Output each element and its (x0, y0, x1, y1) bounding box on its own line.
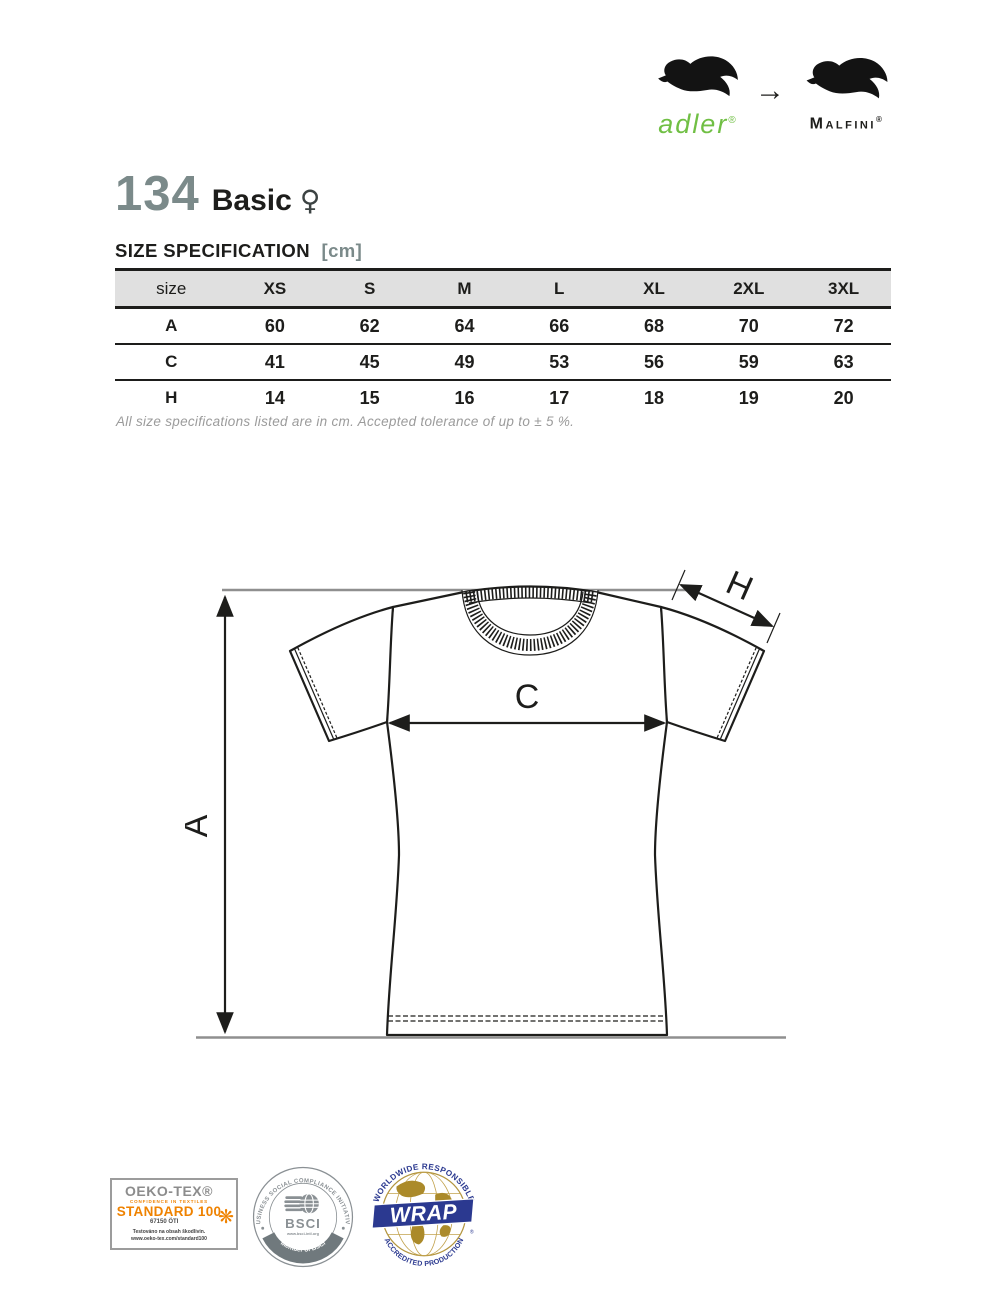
col-header-2xl: 2XL (733, 278, 765, 298)
cell-h-3xl: 20 (833, 387, 854, 408)
bsci-name: BSCI (285, 1216, 321, 1231)
adler-bird-icon (658, 56, 738, 97)
dimension-label-c: C (515, 678, 540, 716)
wrap-banner (371, 1198, 475, 1229)
col-header-s: S (364, 278, 376, 298)
cell-h-xs: 14 (264, 387, 285, 408)
bsci-dot-right (341, 1226, 345, 1230)
cell-c-2xl: 59 (738, 351, 759, 372)
h-extension-line-start (671, 569, 686, 601)
collar-back-top-outline (461, 585, 599, 593)
row-label-c: C (165, 352, 178, 371)
col-header-xl: XL (643, 278, 665, 298)
adler-registered-mark: ® (728, 115, 738, 126)
dimension-label-h: H (721, 564, 759, 609)
dimension-label-a: A (185, 814, 215, 837)
adler-wordmark: adler® (645, 108, 751, 139)
heading-unit: [cm] (321, 240, 363, 261)
size-table: size XS S M L XL 2XL 3XL A 60 62 64 66 6… (115, 268, 891, 415)
right-sleeve-stitch-line (719, 648, 760, 740)
oeko-tex-url: www.oeko-tex.com/standard100 (131, 1236, 207, 1242)
female-gender-icon: ♀ (299, 184, 321, 217)
table-row-h: H 14 15 16 17 18 19 20 (115, 380, 891, 415)
cell-a-3xl: 72 (833, 315, 854, 336)
cell-c-l: 53 (549, 351, 570, 372)
cell-a-xs: 60 (264, 315, 285, 336)
certification-logos: OEKO-TEX® CONFIDENCE IN TEXTILES STANDAR… (110, 1158, 540, 1283)
row-label-h: H (165, 388, 178, 407)
cell-c-m: 49 (454, 351, 475, 372)
malfini-logo: Malfini® (788, 54, 906, 134)
wrap-name: WRAP (389, 1200, 458, 1228)
bsci-url: www.bsci-intl.org (286, 1231, 320, 1236)
oeko-tex-subtitle: CONFIDENCE IN TEXTILES (129, 1199, 209, 1204)
oeko-tex-standard: STANDARD 100 (116, 1204, 222, 1219)
left-sleeve-stitch-line (294, 648, 335, 740)
h-extension-line-end (766, 612, 781, 644)
cell-c-3xl: 63 (833, 351, 854, 372)
bsci-hand-globe-icon (284, 1193, 319, 1214)
oeko-tex-tested-text: Testováno na obsah škodlivin. (132, 1229, 206, 1235)
bsci-dot-left (261, 1226, 265, 1230)
cell-h-m: 16 (454, 387, 475, 408)
tshirt-measurement-diagram: A C H (185, 564, 786, 1039)
left-sleeve-outline (288, 605, 395, 743)
row-label-a: A (165, 316, 178, 335)
oeko-tex-flower-icon: ❋ (218, 1206, 234, 1228)
collar-inner-fill (477, 592, 583, 634)
col-header-size: size (156, 278, 187, 298)
cell-h-l: 17 (549, 387, 570, 408)
cell-a-2xl: 70 (738, 315, 759, 336)
table-row-c: C 41 45 49 53 56 59 63 (115, 344, 891, 380)
size-specification-heading: SIZE SPECIFICATION [cm] (115, 240, 362, 262)
col-header-3xl: 3XL (828, 278, 860, 298)
bsci-bottom-band (262, 1232, 344, 1264)
col-header-l: L (554, 278, 565, 298)
tolerance-note: All size specifications listed are in cm… (116, 413, 575, 429)
product-code: 134 (115, 167, 200, 221)
bsci-logo: BUSINESS SOCIAL COMPLIANCE INITIATIVE Me… (252, 1166, 354, 1268)
malfini-wordmark-text: Malfini (809, 115, 876, 133)
cell-a-l: 66 (549, 315, 570, 336)
malfini-registered-mark: ® (875, 115, 885, 124)
brand-transition-arrow-icon: → (755, 74, 785, 107)
cell-h-2xl: 19 (738, 387, 759, 408)
cell-h-s: 15 (359, 387, 380, 408)
malfini-bird-icon (806, 57, 888, 99)
heading-text: SIZE SPECIFICATION (115, 240, 310, 261)
collar-inner-outline (476, 591, 584, 636)
wrap-registered-mark: ® (470, 1228, 474, 1235)
product-title: 134 Basic ♀ (115, 166, 320, 222)
cell-a-xl: 68 (644, 315, 665, 336)
adler-wordmark-text: adler (658, 109, 729, 139)
oeko-tex-cert-number: 67150 ÖTI (150, 1219, 179, 1225)
col-header-xs: XS (263, 278, 287, 298)
collar-front-ribbing (463, 590, 597, 652)
left-sleeve-stitch-dashed (297, 647, 338, 738)
cell-c-xl: 56 (644, 351, 665, 372)
collar-outer-outline (461, 589, 599, 656)
wrap-logo: WORLDWIDE RESPONSIBLE WRAP ACCREDITED PR… (371, 1162, 476, 1268)
oeko-tex-title: OEKO-TEX® (125, 1183, 213, 1199)
cell-h-xl: 18 (644, 387, 665, 408)
cell-c-xs: 41 (264, 351, 285, 372)
collar-back-seam (468, 597, 592, 604)
oeko-tex-logo: OEKO-TEX® CONFIDENCE IN TEXTILES STANDAR… (110, 1178, 238, 1250)
cell-a-s: 62 (359, 315, 380, 336)
adler-logo: adler® (645, 52, 751, 139)
size-table-header-row: size XS S M L XL 2XL 3XL (115, 269, 891, 308)
malfini-wordmark: Malfini® (788, 110, 906, 134)
right-sleeve-stitch-dashed (716, 647, 757, 738)
col-header-m: M (457, 278, 472, 298)
cell-c-s: 45 (359, 351, 380, 372)
collar-back-ribbing (465, 586, 595, 603)
product-name: Basic (211, 184, 292, 217)
table-row-a: A 60 62 64 66 68 70 72 (115, 308, 891, 344)
cell-a-m: 64 (454, 315, 475, 336)
dimension-arrow-h (678, 583, 775, 628)
